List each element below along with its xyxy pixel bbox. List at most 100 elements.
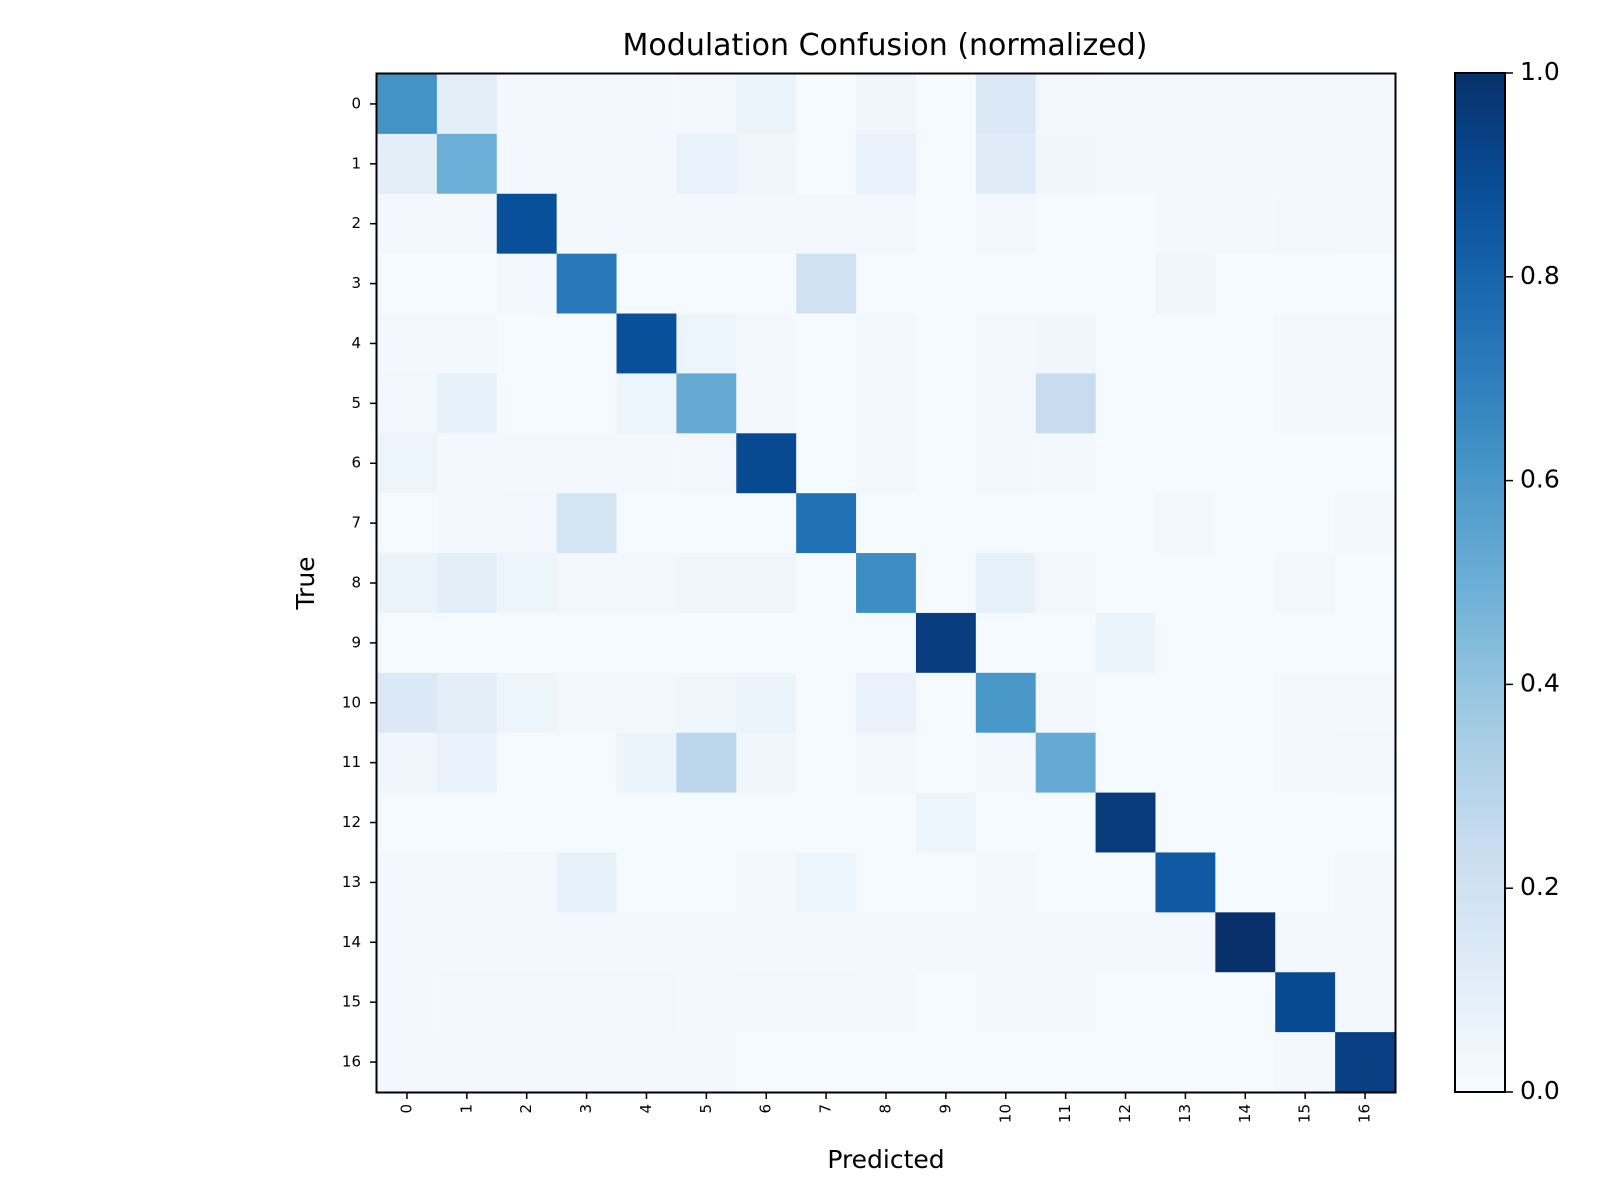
heatmap-cell-r16-c6 (736, 1032, 797, 1093)
heatmap-cell-r9-c7 (796, 612, 857, 674)
heatmap-cell-r11-c8 (856, 732, 917, 794)
heatmap-cell-r14-c3 (556, 912, 618, 973)
x-tick-label: 9 (936, 1104, 954, 1114)
heatmap-cell-r6-c2 (496, 433, 558, 494)
heatmap-cell-r12-c8 (856, 792, 917, 854)
heatmap-cell-r14-c1 (436, 912, 498, 973)
heatmap-cell-r11-c13 (1155, 732, 1216, 794)
heatmap-cell-r0-c12 (1095, 74, 1157, 135)
heatmap-cell-r14-c14 (1215, 912, 1276, 973)
heatmap-cell-r15-c16 (1335, 972, 1396, 1033)
colorbar-tick-label: 0.2 (1520, 872, 1560, 901)
y-tick-label: 8 (351, 574, 361, 592)
heatmap-cell-r2-c5 (676, 193, 737, 255)
heatmap-cell-r6-c10 (975, 433, 1037, 494)
colorbar-tick-label: 0.8 (1520, 261, 1560, 290)
heatmap-cell-r1-c14 (1215, 133, 1276, 195)
heatmap-cell-r1-c12 (1095, 133, 1157, 195)
heatmap-cell-r12-c10 (975, 792, 1037, 854)
heatmap-cell-r6-c6 (736, 433, 797, 494)
heatmap-cell-r11-c5 (676, 732, 737, 794)
heatmap-cell-r12-c12 (1095, 792, 1157, 854)
heatmap-cell-r15-c12 (1095, 972, 1157, 1033)
heatmap-cell-r8-c1 (436, 553, 498, 614)
colorbar-tick-label: 0.4 (1520, 668, 1560, 697)
heatmap-cell-r2-c0 (377, 193, 438, 255)
heatmap-cell-r4-c14 (1215, 313, 1276, 375)
heatmap-cell-r12-c3 (556, 792, 618, 854)
heatmap-cell-r3-c2 (496, 253, 558, 315)
heatmap-cell-r2-c4 (616, 193, 678, 255)
heatmap-cell-r2-c9 (915, 193, 977, 255)
heatmap-cell-r9-c13 (1155, 612, 1216, 674)
heatmap-cell-r9-c11 (1035, 612, 1097, 674)
heatmap-cell-r10-c13 (1155, 672, 1216, 734)
heatmap-cell-r16-c12 (1095, 1032, 1157, 1093)
heatmap-cell-r2-c8 (856, 193, 917, 255)
heatmap-cell-r4-c11 (1035, 313, 1097, 375)
heatmap-cell-r8-c2 (496, 553, 558, 614)
heatmap-cell-r2-c10 (975, 193, 1037, 255)
heatmap-cell-r1-c10 (975, 133, 1037, 195)
heatmap-cell-r9-c10 (975, 612, 1037, 674)
heatmap-cell-r2-c14 (1215, 193, 1276, 255)
heatmap-cell-r3-c11 (1035, 253, 1097, 315)
heatmap-cell-r3-c8 (856, 253, 917, 315)
heatmap-cell-r5-c12 (1095, 373, 1157, 434)
heatmap-cell-r5-c15 (1275, 373, 1336, 434)
heatmap-cell-r3-c13 (1155, 253, 1216, 315)
heatmap-cell-r2-c15 (1275, 193, 1336, 255)
heatmap-cell-r6-c4 (616, 433, 678, 494)
heatmap-cell-r13-c14 (1215, 852, 1276, 913)
heatmap-cell-r16-c2 (496, 1032, 558, 1093)
heatmap-cell-r10-c1 (436, 672, 498, 734)
x-tick-label: 0 (397, 1104, 415, 1114)
x-tick-label: 4 (637, 1104, 655, 1114)
heatmap-cell-r7-c3 (556, 493, 618, 554)
heatmap-cell-r10-c5 (676, 672, 737, 734)
heatmap-cell-r5-c10 (975, 373, 1037, 434)
y-tick-label: 12 (342, 813, 361, 831)
heatmap-cell-r2-c13 (1155, 193, 1216, 255)
heatmap-cell-r13-c7 (796, 852, 857, 913)
heatmap-cell-r4-c3 (556, 313, 618, 375)
heatmap-cell-r8-c12 (1095, 553, 1157, 614)
heatmap-cell-r0-c2 (496, 74, 558, 135)
heatmap-cell-r2-c3 (556, 193, 618, 255)
heatmap-cell-r8-c11 (1035, 553, 1097, 614)
heatmap-cell-r13-c2 (496, 852, 558, 913)
heatmap-cell-r0-c4 (616, 74, 678, 135)
heatmap-cell-r3-c1 (436, 253, 498, 315)
heatmap-cell-r16-c13 (1155, 1032, 1216, 1093)
heatmap-cell-r7-c14 (1215, 493, 1276, 554)
heatmap-cell-r11-c2 (496, 732, 558, 794)
heatmap-cell-r13-c0 (377, 852, 438, 913)
heatmap-cell-r6-c11 (1035, 433, 1097, 494)
heatmap-cell-r2-c6 (736, 193, 797, 255)
heatmap-cell-r14-c12 (1095, 912, 1157, 973)
heatmap-cell-r11-c16 (1335, 732, 1396, 794)
y-tick-label: 15 (342, 993, 361, 1011)
heatmap-cell-r7-c11 (1035, 493, 1097, 554)
heatmap-cell-r7-c0 (377, 493, 438, 554)
heatmap-cell-r16-c0 (377, 1032, 438, 1093)
heatmap-cell-r5-c13 (1155, 373, 1216, 434)
x-tick-label: 16 (1356, 1104, 1374, 1123)
heatmap-cell-r3-c10 (975, 253, 1037, 315)
heatmap-cell-r14-c0 (377, 912, 438, 973)
heatmap-cell-r13-c5 (676, 852, 737, 913)
heatmap-cell-r7-c13 (1155, 493, 1216, 554)
heatmap-cell-r6-c13 (1155, 433, 1216, 494)
heatmap-cell-r5-c16 (1335, 373, 1396, 434)
heatmap-cell-r14-c4 (616, 912, 678, 973)
heatmap-cell-r7-c1 (436, 493, 498, 554)
heatmap-cell-r11-c0 (377, 732, 438, 794)
heatmap-cell-r5-c0 (377, 373, 438, 434)
y-tick-label: 4 (351, 334, 361, 352)
heatmap-cell-r10-c14 (1215, 672, 1276, 734)
y-tick-label: 3 (351, 274, 361, 292)
heatmap-cell-r6-c14 (1215, 433, 1276, 494)
heatmap-cell-r10-c15 (1275, 672, 1336, 734)
heatmap-cell-r16-c5 (676, 1032, 737, 1093)
heatmap-cell-r15-c6 (736, 972, 797, 1033)
